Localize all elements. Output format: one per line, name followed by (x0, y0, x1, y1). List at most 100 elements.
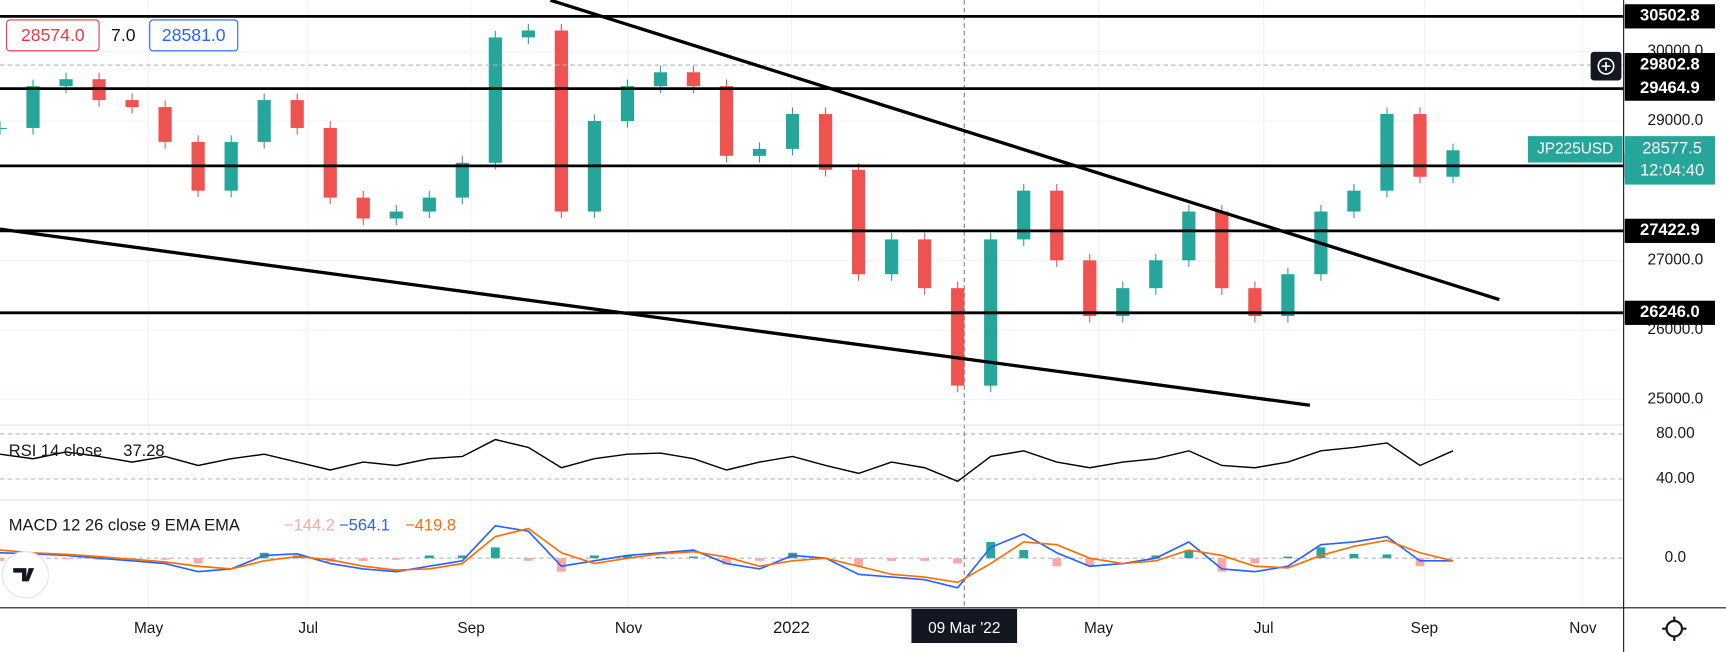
x-tick-label: May (1084, 620, 1113, 637)
level-tag (1624, 52, 1715, 78)
level-tag (1624, 218, 1715, 243)
candle (356, 197, 370, 219)
histogram-bar (193, 558, 203, 564)
x-tick-label: Jul (1254, 620, 1274, 637)
histogram-bar (391, 558, 401, 560)
candle (885, 239, 899, 275)
candle (1083, 260, 1097, 317)
y-tick-label: 80.00 (1656, 425, 1695, 442)
candle (125, 100, 139, 108)
candle (257, 100, 271, 142)
candle (422, 197, 436, 212)
candle (1248, 288, 1262, 317)
y-tick-label: 0.0 (1665, 549, 1686, 566)
price-box-label: 28574.0 (21, 25, 85, 45)
indicator-title: MACD 12 26 close 9 EMA EMA (9, 517, 240, 535)
candle (719, 86, 734, 156)
candle (158, 107, 172, 142)
rsi-line (0, 438, 1454, 483)
y-tick-label: 30000.0 (1648, 42, 1704, 59)
candle (1347, 190, 1361, 212)
x-tick-label: 2022 (773, 619, 810, 637)
price-box[interactable] (149, 19, 239, 52)
candle (1017, 190, 1031, 240)
add-icon (1601, 61, 1611, 71)
y-tick-label: 40.00 (1656, 470, 1695, 487)
legend-entry: −564.1 (339, 517, 390, 535)
candle (1380, 114, 1394, 191)
histogram-bar (689, 556, 698, 559)
candle (1182, 211, 1196, 261)
candle (785, 114, 800, 149)
grid (0, 0, 1624, 608)
candle (1446, 150, 1460, 177)
candle (59, 79, 73, 87)
price-label: 28577.5 (1642, 140, 1702, 158)
countdown-label: 12:04:40 (1640, 162, 1704, 180)
histogram-bar (590, 555, 599, 559)
level-label: 30502.8 (1640, 7, 1700, 25)
level-label: 29802.8 (1640, 55, 1700, 73)
histogram-bar (1019, 550, 1029, 559)
level-tag (1624, 300, 1715, 325)
histogram-bar (1316, 547, 1326, 559)
settings-icon (1662, 616, 1687, 641)
candle (521, 30, 535, 38)
histogram-bar (722, 558, 731, 565)
histogram-bar (1151, 555, 1161, 559)
price-box[interactable] (6, 19, 100, 52)
candle (0, 127, 7, 130)
level-label: 26246.0 (1640, 303, 1700, 321)
settings-icon[interactable] (1665, 619, 1684, 638)
candle (323, 127, 337, 198)
candle (488, 37, 502, 163)
y-tick-label: 27000.0 (1648, 251, 1704, 268)
histogram-bar (457, 555, 467, 559)
x-tick-label: Sep (457, 620, 484, 637)
y-tick-label: 29000.0 (1648, 112, 1704, 129)
crosshair-label-bg (911, 608, 1018, 644)
histogram-bar (920, 558, 930, 561)
candle (1050, 190, 1064, 261)
candle (1215, 211, 1229, 289)
trend-line (0, 227, 1311, 407)
histogram-bar (953, 558, 963, 564)
symbol-tag (1527, 136, 1623, 163)
histogram-bar (755, 558, 764, 561)
candle (951, 288, 965, 386)
marks (0, 14, 1624, 589)
symbol-label: JP225USD (1537, 140, 1613, 157)
histogram-bar (1349, 553, 1359, 559)
candle (554, 30, 568, 212)
price-box-label: 28581.0 (162, 25, 226, 45)
histogram-bar (523, 558, 533, 561)
histogram-bar (490, 547, 500, 559)
candle (653, 72, 668, 87)
indicator-title: RSI 14 close (9, 442, 103, 460)
logo-icon (13, 568, 35, 582)
candle (1149, 260, 1163, 289)
histogram-bar (1085, 558, 1095, 567)
candle (455, 162, 469, 198)
level-label: 27422.9 (1640, 221, 1700, 239)
top: 30502.829802.829464.928356.627422.926246… (6, 4, 1715, 325)
level-tag (1624, 4, 1715, 29)
candle (1281, 274, 1295, 317)
candle (918, 239, 932, 289)
candle (818, 114, 833, 170)
histogram-bar (358, 558, 368, 561)
candle (1413, 114, 1427, 177)
histogram-bar (623, 555, 632, 559)
y-tick-label: 26000.0 (1648, 321, 1704, 338)
candle (752, 148, 767, 156)
histogram-bar (887, 558, 897, 561)
level-label: 29464.9 (1640, 79, 1700, 97)
histogram-bar (656, 557, 665, 559)
histogram-bar (424, 555, 434, 559)
level-tag (1624, 76, 1715, 101)
macd-line (0, 524, 1454, 589)
legend-entry: −144.2 (284, 517, 335, 535)
x-tick-label: Nov (615, 620, 643, 637)
macd-line (0, 527, 1454, 584)
price-tag (1624, 136, 1715, 185)
